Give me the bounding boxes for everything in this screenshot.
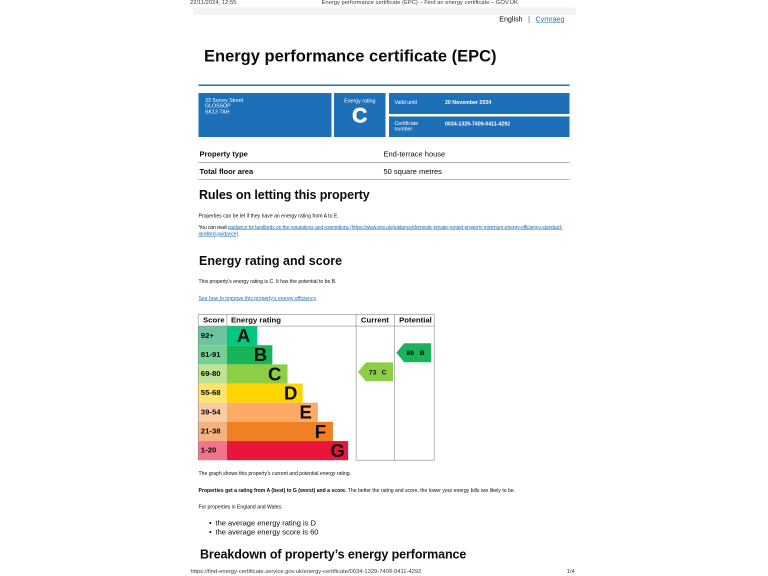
svg-text:Potential: Potential — [399, 316, 432, 325]
svg-text:Energy rating: Energy rating — [231, 316, 281, 325]
svg-text:39-54: 39-54 — [201, 407, 222, 416]
svg-text:81-91: 81-91 — [201, 350, 222, 359]
svg-text:A: A — [237, 325, 250, 346]
svg-text:F: F — [315, 421, 326, 442]
svg-text:D: D — [284, 382, 297, 403]
svg-text:C: C — [268, 363, 281, 384]
svg-text:C: C — [382, 369, 387, 376]
svg-text:B: B — [420, 350, 425, 357]
svg-text:92+: 92+ — [201, 331, 215, 340]
svg-text:E: E — [300, 402, 312, 423]
svg-text:Score: Score — [203, 316, 225, 325]
svg-text:Current: Current — [361, 316, 389, 325]
svg-text:1-20: 1-20 — [201, 446, 217, 455]
svg-text:21-38: 21-38 — [201, 427, 222, 436]
svg-text:73: 73 — [369, 369, 377, 376]
svg-text:55-68: 55-68 — [201, 388, 222, 397]
svg-text:G: G — [330, 440, 344, 461]
svg-text:89: 89 — [406, 350, 414, 357]
svg-text:B: B — [254, 344, 267, 365]
svg-text:69-80: 69-80 — [201, 369, 221, 378]
